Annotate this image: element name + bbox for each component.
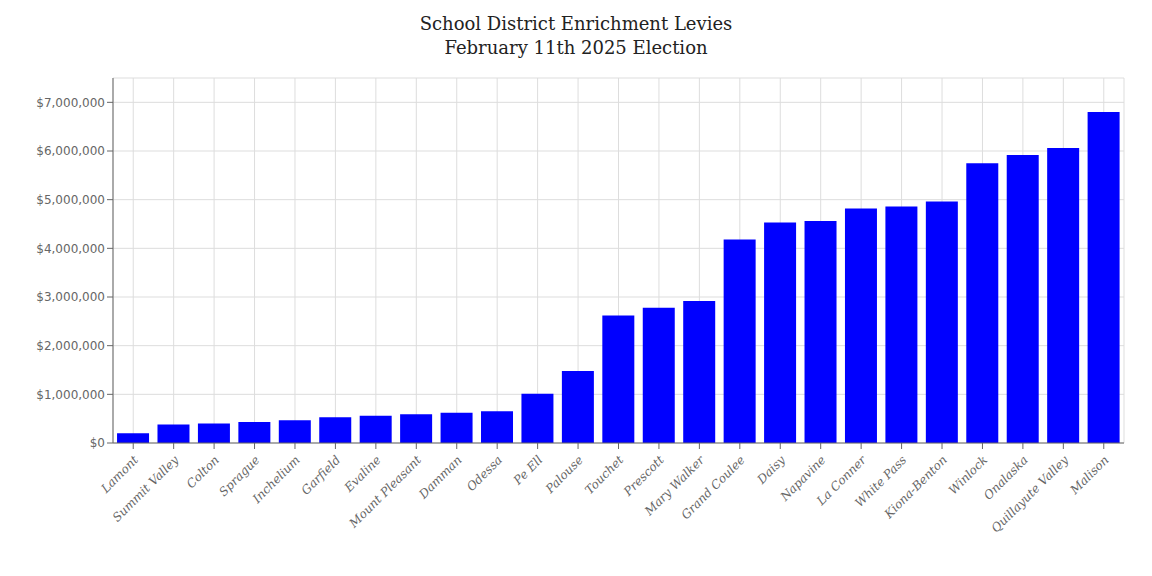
svg-text:Kiona-Benton: Kiona-Benton (881, 453, 950, 522)
svg-text:Prescott: Prescott (621, 452, 667, 499)
svg-text:Winlock: Winlock (945, 452, 991, 498)
svg-text:Pe Ell: Pe Ell (510, 453, 545, 488)
svg-text:Onalaska: Onalaska (981, 452, 1031, 503)
svg-text:Colton: Colton (184, 453, 222, 491)
html-text:School District Enrichment Lev: School District Enrichment Levies (419, 13, 733, 34)
svg-text:Mount Pleasant: Mount Pleasant (346, 453, 424, 531)
svg-text:Daisy: Daisy (754, 453, 788, 487)
svg-text:$6,000,000: $6,000,000 (36, 144, 105, 158)
svg-text:$0: $0 (90, 436, 105, 450)
svg-text:Sprague: Sprague (216, 452, 263, 500)
svg-text:La Conner: La Conner (814, 452, 869, 508)
svg-text:Napavine: Napavine (777, 452, 829, 504)
svg-text:Mary Walker: Mary Walker (642, 452, 708, 519)
svg-text:$7,000,000: $7,000,000 (36, 96, 105, 110)
svg-text:Inchelium: Inchelium (249, 453, 303, 507)
svg-text:White Pass: White Pass (852, 452, 910, 510)
svg-text:$5,000,000: $5,000,000 (36, 193, 105, 207)
svg-text:Evaline: Evaline (341, 452, 384, 495)
svg-text:Garfield: Garfield (299, 453, 344, 498)
svg-text:Odessa: Odessa (464, 453, 505, 494)
svg-text:Summit Valley: Summit Valley (110, 453, 182, 525)
svg-text:$3,000,000: $3,000,000 (36, 290, 105, 304)
svg-text:Damman: Damman (415, 453, 464, 502)
svg-text:Malison: Malison (1067, 453, 1112, 498)
svg-text:Grand Coulee: Grand Coulee (678, 453, 747, 522)
svg-text:$4,000,000: $4,000,000 (36, 242, 105, 256)
svg-text:Quillayute Valley: Quillayute Valley (989, 453, 1072, 536)
svg-text:Palouse: Palouse (542, 453, 586, 497)
html-text:February 11th 2025 Election: February 11th 2025 Election (444, 37, 708, 58)
svg-text:$1,000,000: $1,000,000 (36, 388, 105, 402)
svg-text:Touchet: Touchet (582, 453, 626, 497)
svg-text:$2,000,000: $2,000,000 (36, 339, 105, 353)
svg-text:Lamont: Lamont (98, 452, 141, 496)
